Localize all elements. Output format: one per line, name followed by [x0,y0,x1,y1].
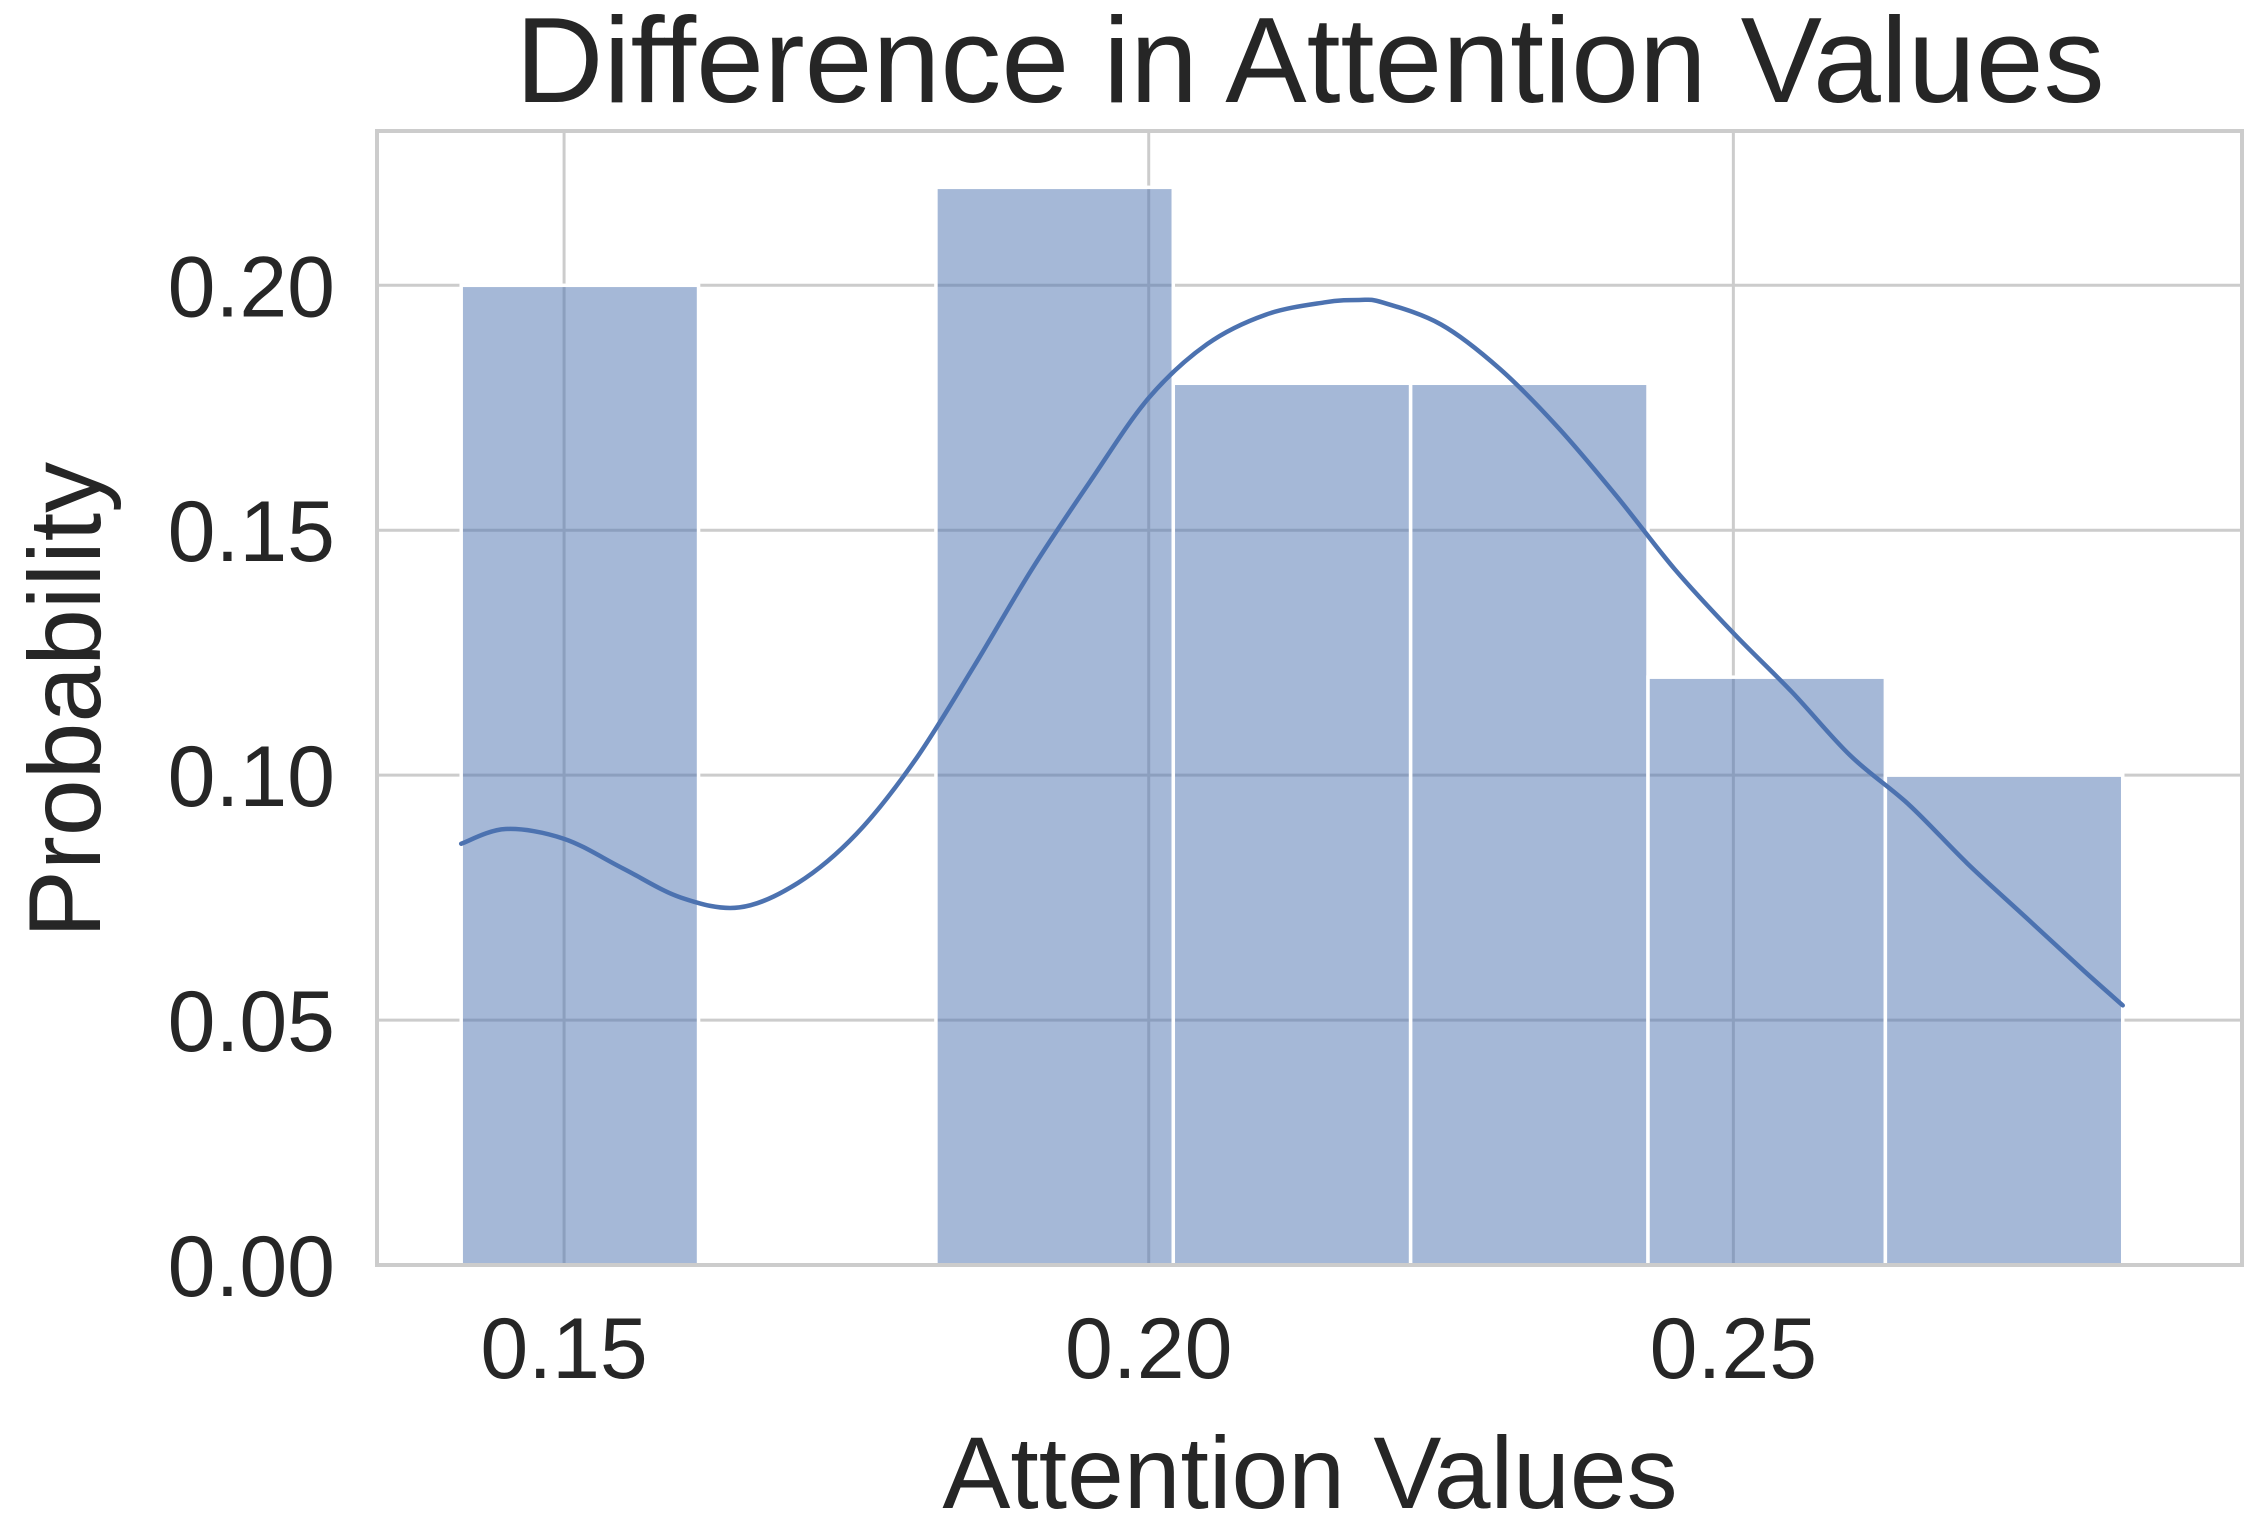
histogram-bar [934,185,1176,1267]
plot-frame [375,129,2244,1267]
x-tick-label: 0.20 [1065,1301,1232,1397]
kde-curve-layer [458,297,2125,1008]
y-tick-label: 0.00 [168,1219,335,1315]
y-tick-labels: 0.00 0.05 0.10 0.15 0.20 [168,239,335,1315]
y-tick-label: 0.15 [168,484,335,580]
histogram-bar [1171,381,1413,1267]
x-tick-label: 0.15 [480,1301,647,1397]
y-tick-label: 0.05 [168,974,335,1070]
kde-curve [458,297,2125,1008]
histogram-bar [1646,675,1888,1267]
x-axis-label: Attention Values [942,1416,1677,1527]
y-tick-label: 0.10 [168,729,335,825]
histogram-bar [1883,773,2125,1267]
histogram-bars [459,185,2125,1267]
x-tick-label: 0.25 [1650,1301,1817,1397]
chart-title: Difference in Attention Values [515,0,2104,128]
histogram-bar [1408,381,1650,1267]
histogram-bar [459,283,701,1267]
y-axis-label: Probability [8,462,122,938]
y-tick-label: 0.20 [168,239,335,335]
x-tick-labels: 0.15 0.20 0.25 [480,1301,1817,1397]
